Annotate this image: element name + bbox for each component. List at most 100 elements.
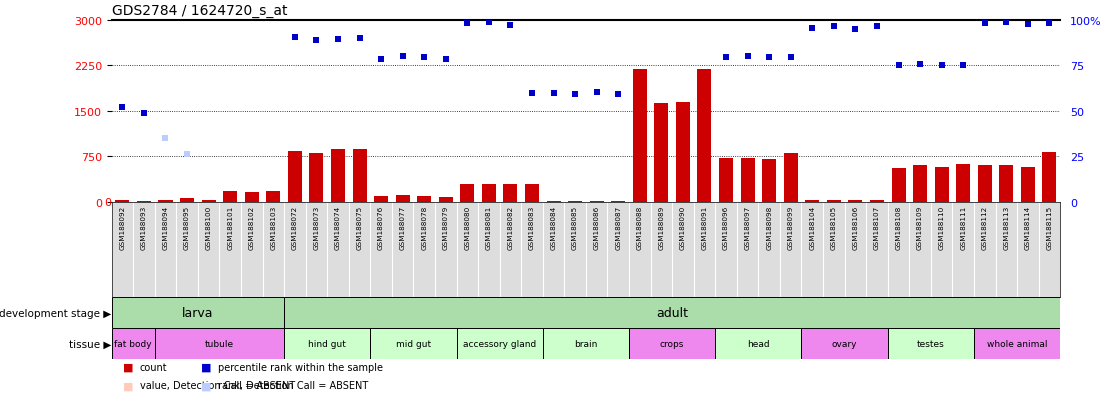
Bar: [715, 328, 801, 359]
Bar: [456, 328, 542, 359]
Text: GSM188076: GSM188076: [378, 205, 384, 249]
Text: GDS2784 / 1624720_s_at: GDS2784 / 1624720_s_at: [112, 4, 287, 18]
Text: value, Detection Call = ABSENT: value, Detection Call = ABSENT: [140, 380, 295, 390]
Text: GSM188073: GSM188073: [314, 205, 319, 249]
Text: GSM188100: GSM188100: [205, 205, 212, 249]
Text: GSM188108: GSM188108: [895, 205, 902, 249]
Bar: [629, 328, 715, 359]
Bar: [676, 103, 690, 202]
Bar: [396, 195, 410, 202]
Bar: [974, 328, 1060, 359]
Text: GSM188082: GSM188082: [508, 205, 513, 249]
Bar: [892, 169, 905, 202]
Bar: [112, 297, 285, 328]
Text: GSM188104: GSM188104: [809, 205, 816, 249]
Text: tubule: tubule: [205, 339, 234, 348]
Text: brain: brain: [575, 339, 597, 348]
Bar: [978, 166, 992, 202]
Bar: [158, 201, 173, 202]
Bar: [827, 200, 840, 202]
Text: GSM188095: GSM188095: [184, 205, 190, 249]
Text: hind gut: hind gut: [308, 339, 346, 348]
Text: head: head: [747, 339, 770, 348]
Text: GSM188092: GSM188092: [119, 205, 125, 249]
Text: GSM188102: GSM188102: [249, 205, 254, 249]
Bar: [371, 328, 456, 359]
Text: GSM188084: GSM188084: [550, 205, 557, 249]
Bar: [460, 184, 474, 202]
Bar: [934, 167, 949, 202]
Text: GSM188075: GSM188075: [356, 205, 363, 249]
Bar: [633, 70, 647, 202]
Text: GSM188086: GSM188086: [594, 205, 599, 249]
Text: GSM188099: GSM188099: [788, 205, 793, 249]
Bar: [999, 166, 1013, 202]
Text: 0: 0: [104, 197, 112, 207]
Bar: [288, 152, 301, 202]
Bar: [1021, 167, 1035, 202]
Bar: [956, 165, 970, 202]
Bar: [180, 199, 194, 202]
Text: GSM188105: GSM188105: [830, 205, 837, 249]
Text: GSM188088: GSM188088: [637, 205, 643, 249]
Bar: [762, 160, 776, 202]
Text: GSM188090: GSM188090: [680, 205, 686, 249]
Text: GSM188114: GSM188114: [1024, 205, 1031, 249]
Text: ■: ■: [201, 362, 211, 372]
Text: GSM188112: GSM188112: [982, 205, 988, 249]
Bar: [285, 328, 371, 359]
Bar: [848, 201, 863, 202]
Bar: [1042, 153, 1057, 202]
Text: GSM188106: GSM188106: [853, 205, 858, 249]
Bar: [309, 154, 324, 202]
Bar: [503, 185, 518, 202]
Text: development stage ▶: development stage ▶: [0, 308, 112, 318]
Bar: [137, 201, 151, 202]
Bar: [482, 184, 496, 202]
Text: GSM188115: GSM188115: [1047, 205, 1052, 249]
Text: accessory gland: accessory gland: [463, 339, 537, 348]
Bar: [698, 70, 712, 202]
Bar: [374, 196, 388, 202]
Text: rank, Detection Call = ABSENT: rank, Detection Call = ABSENT: [218, 380, 368, 390]
Text: crops: crops: [660, 339, 684, 348]
Bar: [285, 297, 1060, 328]
Text: GSM188110: GSM188110: [939, 205, 944, 249]
Bar: [547, 201, 560, 202]
Text: GSM188101: GSM188101: [228, 205, 233, 249]
Bar: [244, 193, 259, 202]
Text: GSM188096: GSM188096: [723, 205, 729, 249]
Text: GSM188072: GSM188072: [292, 205, 298, 249]
Bar: [887, 328, 974, 359]
Bar: [913, 166, 927, 202]
Bar: [542, 328, 629, 359]
Text: GSM188113: GSM188113: [1003, 205, 1009, 249]
Text: GSM188098: GSM188098: [767, 205, 772, 249]
Bar: [331, 150, 345, 202]
Text: GSM188079: GSM188079: [443, 205, 449, 249]
Bar: [439, 197, 453, 202]
Text: ■: ■: [201, 380, 211, 390]
Text: ovary: ovary: [831, 339, 857, 348]
Text: mid gut: mid gut: [396, 339, 431, 348]
Bar: [783, 154, 798, 202]
Bar: [525, 185, 539, 202]
Bar: [417, 197, 431, 202]
Text: GSM188089: GSM188089: [658, 205, 664, 249]
Bar: [654, 104, 668, 202]
Text: GSM188093: GSM188093: [141, 205, 147, 249]
Text: GSM188103: GSM188103: [270, 205, 277, 249]
Text: ■: ■: [123, 380, 133, 390]
Text: larva: larva: [182, 306, 213, 319]
Text: fat body: fat body: [114, 339, 152, 348]
Text: testes: testes: [917, 339, 945, 348]
Bar: [202, 201, 215, 202]
Text: GSM188083: GSM188083: [529, 205, 535, 249]
Text: GSM188091: GSM188091: [702, 205, 708, 249]
Text: adult: adult: [656, 306, 689, 319]
Bar: [353, 150, 366, 202]
Bar: [267, 192, 280, 202]
Text: GSM188109: GSM188109: [917, 205, 923, 249]
Bar: [801, 328, 887, 359]
Text: GSM188111: GSM188111: [960, 205, 966, 249]
